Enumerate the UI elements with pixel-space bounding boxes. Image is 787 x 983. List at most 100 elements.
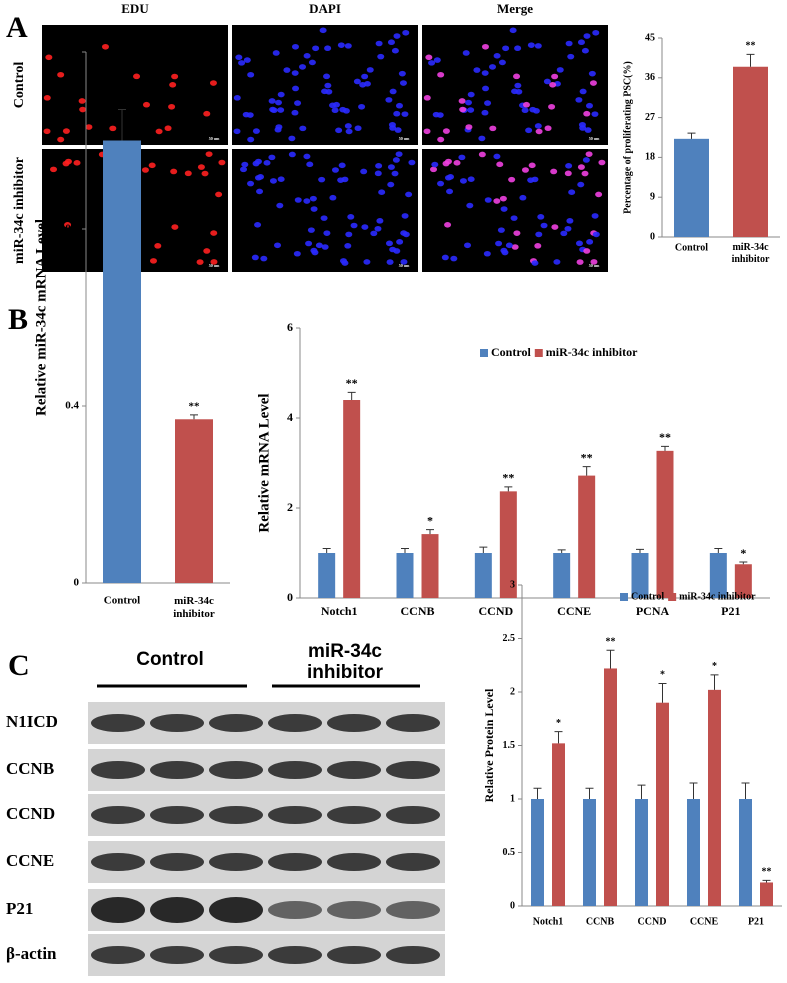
nucleus — [497, 227, 505, 233]
nucleus — [581, 170, 589, 177]
nucleus — [325, 88, 333, 95]
significance: ** — [502, 471, 514, 485]
nucleus — [581, 47, 589, 54]
blot-band — [386, 714, 440, 732]
blot-band — [327, 714, 381, 732]
y-tick-label: 36 — [645, 72, 655, 83]
bar — [674, 138, 709, 237]
nucleus — [389, 88, 397, 95]
micrograph — [422, 149, 608, 272]
x-tick-label: CCND — [478, 604, 513, 618]
blot-group: miR-34c inhibitor — [307, 641, 384, 683]
nucleus — [519, 194, 527, 201]
significance: * — [740, 546, 746, 560]
nucleus — [375, 40, 383, 47]
significance: * — [660, 670, 665, 681]
legend-swatch — [668, 593, 677, 601]
nucleus — [577, 164, 585, 170]
nucleus — [430, 166, 438, 173]
nucleus — [478, 151, 486, 158]
nucleus — [233, 95, 241, 101]
nucleus — [303, 198, 311, 204]
significance: * — [427, 513, 433, 527]
nucleus — [591, 213, 599, 219]
scale-label: 50 um — [209, 136, 220, 141]
nucleus — [560, 230, 568, 237]
nucleus — [201, 170, 209, 177]
nucleus — [590, 259, 598, 265]
error-bar — [554, 731, 563, 744]
nucleus — [431, 161, 439, 168]
bar — [635, 799, 648, 906]
nucleus — [583, 33, 591, 39]
x-tick-label: P21 — [748, 916, 764, 927]
micrograph — [232, 149, 418, 272]
row-label: miR-34c inhibitor — [12, 157, 27, 264]
nucleus — [521, 167, 529, 173]
nucleus — [467, 91, 475, 98]
error-bar — [661, 445, 669, 451]
nucleus — [396, 239, 404, 245]
nucleus — [400, 259, 408, 265]
nucleus — [496, 161, 504, 168]
blot-band — [150, 946, 204, 964]
nucleus — [549, 82, 557, 88]
nucleus — [535, 128, 543, 135]
bar — [499, 491, 517, 598]
nucleus — [531, 260, 539, 266]
bar — [103, 140, 141, 583]
nucleus — [467, 107, 475, 113]
nucleus — [141, 167, 149, 173]
error-bar — [658, 682, 667, 703]
nucleus — [391, 47, 399, 54]
blot-label: CCND — [6, 804, 55, 823]
nucleus — [329, 194, 337, 201]
nucleus — [511, 244, 519, 250]
error-bar — [118, 109, 126, 141]
nucleus — [85, 124, 93, 130]
nucleus — [565, 163, 573, 169]
nucleus — [361, 224, 369, 230]
bar — [552, 743, 565, 906]
nucleus — [395, 151, 403, 157]
bar — [421, 534, 439, 598]
nucleus — [402, 29, 410, 36]
significance: ** — [762, 867, 772, 878]
nucleus — [482, 85, 490, 92]
bar — [733, 66, 768, 237]
nucleus — [408, 159, 416, 166]
y-tick-label: 0.4 — [65, 400, 79, 412]
y-tick-label: 1.5 — [503, 740, 516, 751]
nucleus — [387, 181, 395, 188]
nucleus — [268, 154, 276, 161]
error-bar — [190, 414, 198, 420]
nucleus — [251, 254, 259, 261]
blot-band — [91, 853, 145, 871]
nucleus — [321, 244, 329, 250]
error-bar — [714, 548, 723, 553]
blot-band — [386, 901, 440, 919]
nucleus — [283, 67, 291, 73]
nucleus — [387, 39, 395, 46]
blot-band — [209, 853, 263, 871]
error-bar — [606, 649, 615, 669]
nucleus — [366, 67, 374, 73]
nucleus — [402, 231, 410, 238]
nucleus — [484, 197, 492, 203]
nucleus — [154, 243, 162, 249]
scale-label: 50 um — [399, 263, 410, 268]
nucleus — [79, 106, 87, 113]
nucleus — [513, 230, 521, 236]
nucleus — [437, 136, 445, 143]
nucleus — [595, 191, 603, 198]
nucleus — [566, 218, 574, 224]
blot-strip — [88, 702, 445, 744]
blot-band — [327, 901, 381, 919]
nucleus — [473, 67, 481, 73]
x-tick-label: Control — [104, 595, 140, 607]
bar — [604, 668, 617, 906]
y-axis-label: Relative mRNA Level — [256, 393, 272, 532]
error-bar — [426, 529, 434, 535]
blot-band — [150, 714, 204, 732]
nucleus — [263, 160, 271, 166]
